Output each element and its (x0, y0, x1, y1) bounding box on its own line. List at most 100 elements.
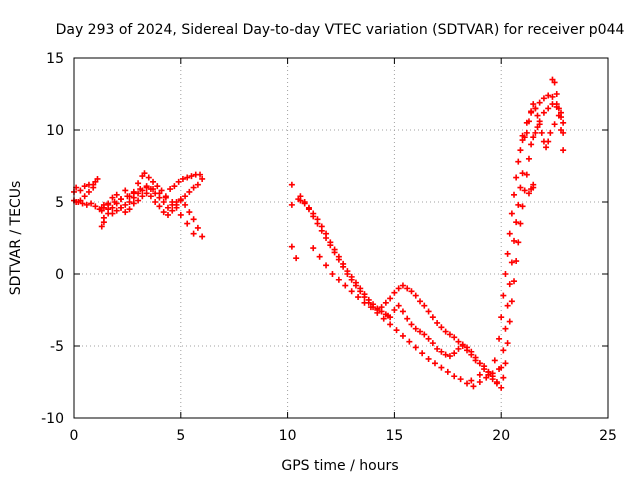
data-point (511, 278, 518, 285)
data-point (327, 242, 334, 249)
data-point (139, 193, 146, 200)
data-point (135, 197, 142, 204)
data-point (519, 203, 526, 210)
data-point (506, 318, 513, 325)
data-point (301, 199, 308, 205)
data-point (361, 294, 368, 301)
data-point (374, 309, 381, 316)
data-point (399, 332, 406, 339)
data-point (500, 374, 507, 381)
chart-title: Day 293 of 2024, Sidereal Day-to-day VTE… (56, 22, 625, 38)
data-point (393, 327, 400, 334)
data-point (485, 368, 492, 375)
data-point (425, 355, 432, 362)
data-point (455, 345, 462, 352)
axis-ticks (73, 57, 609, 419)
data-point (421, 331, 428, 338)
data-point (175, 178, 182, 185)
data-point (553, 91, 560, 97)
data-point (417, 298, 424, 305)
data-point (122, 201, 129, 208)
data-point (549, 76, 556, 83)
data-point (288, 181, 295, 188)
data-point (504, 250, 511, 257)
data-point (434, 345, 441, 352)
data-point (431, 360, 438, 367)
data-points (71, 76, 567, 391)
data-point (547, 129, 554, 136)
data-point (113, 191, 120, 198)
data-point (560, 129, 567, 136)
data-point (523, 119, 530, 126)
data-point (79, 200, 86, 207)
data-point (549, 93, 556, 100)
data-point (502, 271, 509, 277)
data-point (197, 171, 204, 178)
data-point (293, 255, 300, 262)
data-point (451, 373, 458, 380)
data-point (481, 363, 488, 370)
data-point (511, 191, 518, 198)
data-point (421, 302, 428, 309)
data-point (169, 207, 176, 214)
data-point (451, 350, 458, 357)
data-point (442, 328, 449, 335)
y-tick-label: -5 (50, 339, 64, 355)
plot-frame (73, 57, 609, 419)
data-point (504, 340, 511, 347)
data-point (77, 187, 84, 194)
data-point (130, 190, 137, 197)
data-point (540, 109, 547, 116)
y-tick-label: 5 (55, 195, 64, 211)
data-point (502, 360, 509, 367)
data-point (297, 193, 304, 200)
data-point (156, 190, 163, 197)
data-point (404, 315, 411, 322)
data-point (536, 121, 543, 128)
data-point (399, 308, 406, 315)
data-point (380, 315, 387, 322)
data-point (530, 184, 537, 191)
y-tick-label: -10 (41, 411, 64, 427)
data-point (81, 183, 88, 190)
data-point (515, 239, 522, 246)
data-point (164, 211, 171, 218)
data-point (532, 105, 539, 112)
data-point (476, 360, 483, 367)
data-point (523, 171, 530, 178)
data-point (528, 108, 535, 115)
data-point (182, 201, 189, 208)
data-point (122, 187, 129, 194)
data-point (412, 325, 419, 332)
data-point (455, 338, 462, 345)
data-point (141, 170, 148, 177)
data-point (545, 92, 552, 99)
data-point (171, 183, 178, 190)
data-point (81, 193, 88, 200)
y-tick-label: 0 (55, 267, 64, 283)
data-point (476, 371, 483, 378)
data-point (122, 209, 129, 216)
data-point (154, 183, 161, 190)
data-point (130, 200, 137, 207)
data-point (355, 294, 362, 301)
data-point (90, 181, 97, 188)
data-point (468, 377, 475, 384)
y-axis-label: SDTVAR / TECUs (8, 181, 24, 296)
data-point (446, 353, 453, 360)
data-point (519, 170, 526, 177)
data-point (391, 307, 398, 313)
data-point (188, 173, 195, 180)
data-point (316, 253, 323, 260)
data-point (323, 262, 330, 269)
data-point (419, 350, 426, 357)
data-point (457, 376, 464, 383)
data-point (348, 276, 355, 283)
data-point (532, 129, 539, 136)
data-point (160, 209, 167, 216)
data-point (361, 299, 368, 306)
data-point (135, 180, 142, 187)
data-point (528, 141, 535, 148)
data-point (444, 368, 451, 375)
data-point (508, 298, 515, 305)
